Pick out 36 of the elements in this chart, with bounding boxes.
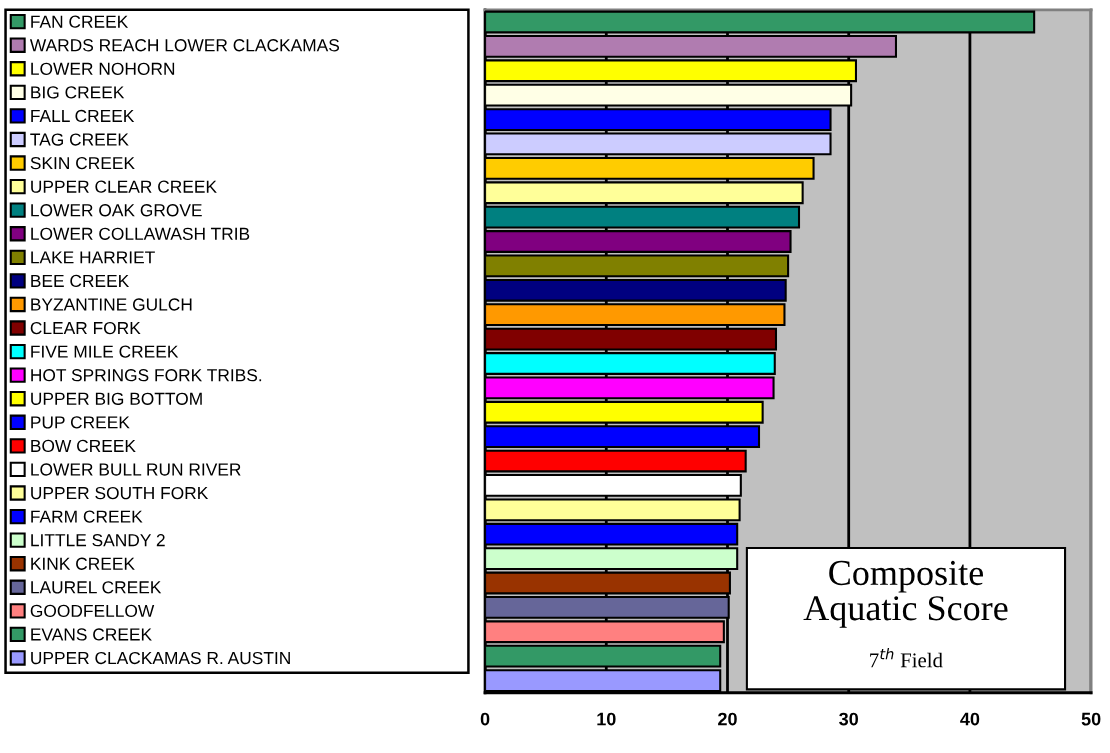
legend-label: FAN CREEK	[31, 15, 129, 28]
legend-label: UPPER CLEAR CREEK	[31, 180, 217, 193]
legend-label: UPPER CLACKAMAS R. AUSTIN	[31, 651, 290, 665]
text: Composite Aquatic Score	[803, 560, 1008, 628]
legend-label: UPPER BIG BOTTOM	[31, 392, 202, 405]
legend-label: WARDS REACH LOWER CLACKAMAS	[29, 39, 340, 52]
legend-label: CLEAR FORK	[30, 321, 141, 335]
legend-label: FALL CREEK	[31, 109, 135, 123]
legend-label: UPPER SOUTH FORK	[31, 486, 209, 500]
x-tick-label: 0	[480, 712, 490, 726]
legend-label: PUP CREEK	[31, 416, 130, 429]
x-tick-label: 40	[960, 712, 980, 726]
legend-label: LOWER OAK GROVE	[31, 204, 202, 217]
legend-label: FARM CREEK	[31, 510, 143, 523]
legend-label: LITTLE SANDY 2	[31, 534, 165, 547]
x-tick-label: 50	[1081, 712, 1101, 726]
legend-label: LOWER BULL RUN RIVER	[31, 463, 241, 476]
x-tick-label: 30	[839, 712, 859, 726]
legend-label: KINK CREEK	[31, 557, 135, 570]
legend-label: LAKE HARRIET	[31, 251, 155, 264]
x-tick-label: 20	[718, 712, 737, 726]
legend-label: BYZANTINE GULCH	[31, 298, 192, 311]
legend-label: SKIN CREEK	[30, 156, 135, 170]
legend-label: LOWER COLLAWASH TRIB	[31, 227, 250, 240]
legend-label: HOT SPRINGS FORK TRIBS.	[31, 369, 262, 382]
legend-label: BIG CREEK	[31, 86, 125, 99]
legend-label: GOODFELLOW	[30, 604, 155, 618]
legend-label: TAG CREEK	[30, 133, 129, 146]
x-tick-label: 10	[597, 712, 616, 726]
text: 7$^{th}$ Field	[870, 648, 943, 668]
legend-label: EVANS CREEK	[31, 628, 152, 641]
legend-label: BOW CREEK	[31, 439, 136, 453]
legend-label: BEE CREEK	[31, 274, 130, 288]
legend-label: LOWER NOHORN	[31, 62, 175, 75]
legend-label: LAUREL CREEK	[31, 581, 162, 594]
legend-label: FIVE MILE CREEK	[31, 345, 179, 358]
